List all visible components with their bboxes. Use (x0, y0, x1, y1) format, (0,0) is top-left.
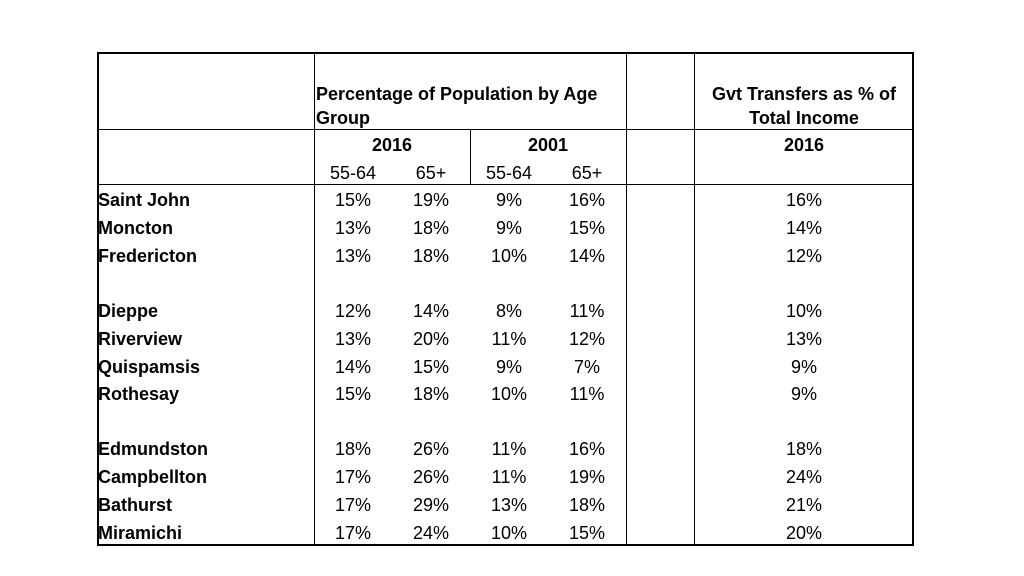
pct-2001-55-64: 11% (491, 329, 527, 349)
city-name: Miramichi (98, 523, 183, 543)
pct-2016-55-64: 18% (334, 439, 372, 459)
city-name: Edmundston (98, 439, 208, 459)
age-55-64-2001-header: 55-64 (485, 163, 533, 183)
pct-2001-55-64: 10% (490, 523, 528, 543)
gvt-transfers-2016: 20% (785, 523, 823, 543)
pct-2001-65-plus: 16% (568, 439, 606, 459)
pct-population-title: Percentage of Population by Age Group (316, 84, 598, 128)
city-name: Riverview (98, 329, 183, 349)
pct-2001-55-64: 10% (490, 384, 528, 404)
gvt-transfers-2016: 24% (785, 467, 823, 487)
pct-2016-55-64: 13% (334, 329, 372, 349)
pct-2001-55-64: 11% (491, 467, 527, 487)
pct-2001-65-plus: 15% (568, 523, 606, 543)
pct-2001-65-plus: 7% (573, 357, 600, 377)
pct-2016-65-plus: 18% (412, 384, 450, 404)
pct-2001-55-64: 9% (495, 357, 522, 377)
pct-2001-65-plus: 19% (568, 467, 606, 487)
gvt-transfers-2016: 21% (785, 495, 823, 515)
gvt-transfers-2016: 13% (785, 329, 823, 349)
pct-2001-55-64: 13% (490, 495, 528, 515)
pct-2001-65-plus: 11% (569, 301, 605, 321)
gvt-transfers-2016: 10% (785, 301, 823, 321)
pct-2016-65-plus: 20% (412, 329, 450, 349)
pct-2016-65-plus: 19% (412, 190, 450, 210)
pct-2016-65-plus: 24% (412, 523, 450, 543)
pct-2001-65-plus: 11% (569, 384, 605, 404)
pct-2016-65-plus: 15% (412, 357, 450, 377)
pct-2016-55-64: 17% (334, 495, 372, 515)
year-2016-header: 2016 (371, 135, 413, 155)
pct-2001-55-64: 10% (490, 246, 528, 266)
pct-2016-55-64: 17% (334, 523, 372, 543)
gvt-transfers-2016: 9% (790, 384, 817, 404)
age-65-2001-header: 65+ (571, 163, 603, 183)
gvt-transfers-2016: 16% (785, 190, 823, 210)
data-table (97, 52, 914, 546)
pct-2016-65-plus: 18% (412, 218, 450, 238)
pct-2016-55-64: 13% (334, 218, 372, 238)
city-name: Quispamsis (98, 357, 201, 377)
city-name: Dieppe (98, 301, 159, 321)
pct-2016-65-plus: 26% (412, 467, 450, 487)
city-name: Fredericton (98, 246, 198, 266)
pct-2001-55-64: 9% (495, 218, 522, 238)
gvt-year-header: 2016 (783, 135, 825, 155)
col-divider-pct-end (626, 52, 627, 546)
pct-2016-55-64: 17% (334, 467, 372, 487)
gvt-transfers-2016: 14% (785, 218, 823, 238)
pct-2016-55-64: 14% (334, 357, 372, 377)
city-name: Campbellton (98, 467, 208, 487)
pct-2001-65-plus: 18% (568, 495, 606, 515)
pct-2001-55-64: 8% (495, 301, 522, 321)
col-divider-gvt (694, 52, 695, 546)
gvt-transfers-2016: 9% (790, 357, 817, 377)
pct-2016-65-plus: 14% (412, 301, 450, 321)
age-55-64-2016-header: 55-64 (329, 163, 377, 183)
col-divider-year (470, 129, 471, 185)
body-divider-line (97, 184, 914, 185)
pct-2001-55-64: 9% (495, 190, 522, 210)
gvt-transfers-2016: 18% (785, 439, 823, 459)
pct-2016-65-plus: 18% (412, 246, 450, 266)
header-divider-line (97, 129, 914, 130)
age-65-2016-header: 65+ (415, 163, 447, 183)
pct-2016-55-64: 15% (334, 384, 372, 404)
city-name: Saint John (98, 190, 191, 210)
city-name: Bathurst (98, 495, 173, 515)
gvt-transfers-title: Gvt Transfers as % of Total Income (711, 84, 897, 128)
pct-2016-65-plus: 29% (412, 495, 450, 515)
pct-2001-65-plus: 14% (568, 246, 606, 266)
gvt-transfers-2016: 12% (785, 246, 823, 266)
city-name: Rothesay (98, 384, 180, 404)
pct-2016-55-64: 12% (334, 301, 372, 321)
pct-2001-65-plus: 16% (568, 190, 606, 210)
city-name: Moncton (98, 218, 173, 238)
pct-2016-55-64: 15% (334, 190, 372, 210)
col-divider-city (314, 52, 315, 546)
pct-2001-65-plus: 15% (568, 218, 606, 238)
pct-2016-55-64: 13% (334, 246, 372, 266)
pct-2001-55-64: 11% (491, 439, 527, 459)
pct-2016-65-plus: 26% (412, 439, 450, 459)
pct-2001-65-plus: 12% (568, 329, 606, 349)
year-2001-header: 2001 (527, 135, 569, 155)
